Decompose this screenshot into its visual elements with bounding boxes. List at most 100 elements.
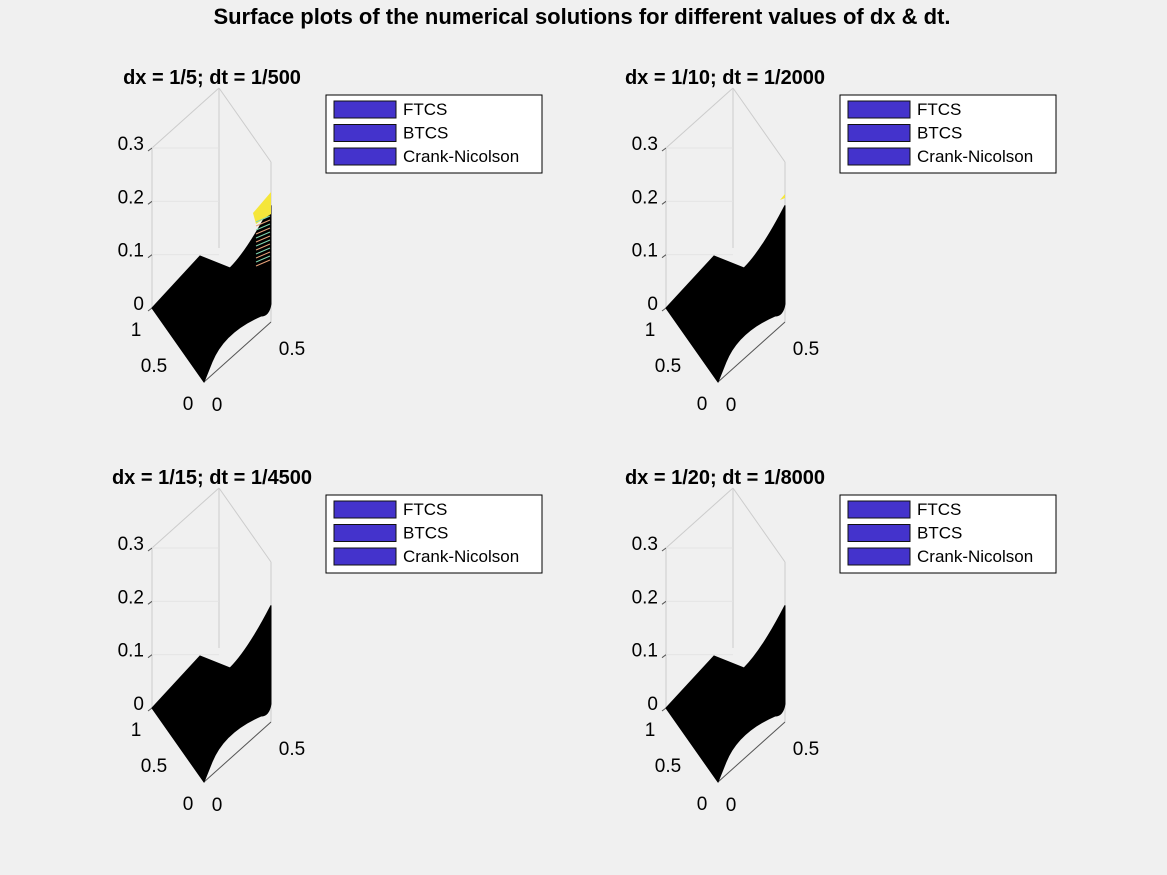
z-tick-label: 0.3 bbox=[632, 534, 658, 555]
z-tick-mark bbox=[661, 654, 667, 659]
surface-contour-line bbox=[255, 223, 271, 231]
legend-entry: FTCS bbox=[917, 500, 961, 519]
x-tick-label: 0.5 bbox=[279, 739, 305, 760]
legend-swatch bbox=[847, 547, 911, 566]
surface-highlight bbox=[780, 194, 785, 200]
solution-surface bbox=[151, 205, 272, 384]
top-edge bbox=[732, 87, 786, 163]
y-tick-label: 0 bbox=[183, 794, 194, 815]
legend-entry: FTCS bbox=[403, 500, 447, 519]
legend-swatch bbox=[333, 124, 397, 142]
legend: FTCS BTCS Crank-Nicolson bbox=[325, 94, 543, 174]
z-tick-label: 0 bbox=[647, 694, 658, 715]
legend-swatch bbox=[333, 147, 397, 166]
surface-contour-line bbox=[255, 239, 271, 247]
legend-entry: FTCS bbox=[403, 100, 447, 119]
legend-swatch bbox=[847, 500, 911, 519]
legend-entry: BTCS bbox=[917, 524, 962, 543]
y-tick-label: 1 bbox=[131, 720, 142, 741]
legend-entry: Crank-Nicolson bbox=[917, 547, 1033, 566]
z-tick-mark bbox=[661, 200, 667, 205]
legend: FTCS BTCS Crank-Nicolson bbox=[839, 494, 1057, 574]
legend-swatch bbox=[847, 147, 911, 166]
z-tick-label: 0.3 bbox=[632, 134, 658, 155]
y-tick-label: 0 bbox=[183, 394, 194, 415]
x-tick-label: 0 bbox=[212, 395, 223, 416]
top-edge bbox=[218, 87, 272, 163]
z-tick-label: 0.1 bbox=[632, 641, 658, 662]
z-tick-mark bbox=[661, 254, 667, 259]
legend-swatch bbox=[333, 100, 397, 119]
y-tick-label: 1 bbox=[645, 720, 656, 741]
top-edge bbox=[732, 487, 786, 563]
top-edge bbox=[151, 487, 220, 549]
z-tick-label: 0 bbox=[647, 294, 658, 315]
surface-contour-line bbox=[255, 247, 271, 255]
y-tick-label: 0 bbox=[697, 794, 708, 815]
y-tick-label: 0.5 bbox=[655, 356, 681, 377]
legend-swatch bbox=[847, 524, 911, 542]
surface-contour-line bbox=[255, 255, 271, 263]
legend-swatch bbox=[333, 524, 397, 542]
y-tick-label: 0.5 bbox=[141, 756, 167, 777]
legend-entry: BTCS bbox=[917, 124, 962, 143]
y-tick-label: 0.5 bbox=[141, 356, 167, 377]
solution-surface bbox=[665, 205, 786, 384]
z-tick-mark bbox=[147, 654, 153, 659]
x-tick-label: 0.5 bbox=[793, 739, 819, 760]
z-tick-mark bbox=[661, 307, 667, 312]
legend-entry: Crank-Nicolson bbox=[403, 547, 519, 566]
x-tick-label: 0 bbox=[726, 795, 737, 816]
surface-contour-line bbox=[255, 215, 271, 223]
legend-swatch bbox=[333, 547, 397, 566]
z-tick-label: 0.2 bbox=[632, 587, 658, 608]
surface-contour-line bbox=[255, 259, 271, 267]
z-tick-label: 0 bbox=[133, 694, 144, 715]
z-tick-label: 0.2 bbox=[118, 187, 144, 208]
surface-highlight bbox=[253, 192, 271, 224]
z-tick-mark bbox=[147, 254, 153, 259]
top-edge bbox=[665, 87, 734, 149]
z-tick-label: 0.2 bbox=[632, 187, 658, 208]
x-tick-label: 0.5 bbox=[793, 339, 819, 360]
panel-title: dx = 1/15; dt = 1/4500 bbox=[112, 467, 312, 489]
top-edge bbox=[218, 487, 272, 563]
z-tick-mark bbox=[147, 147, 153, 152]
z-tick-label: 0.1 bbox=[632, 241, 658, 262]
top-edge bbox=[151, 87, 220, 149]
y-tick-label: 0.5 bbox=[655, 756, 681, 777]
panel-title: dx = 1/20; dt = 1/8000 bbox=[625, 467, 825, 489]
x-axis-line bbox=[717, 321, 786, 383]
legend-entry: Crank-Nicolson bbox=[917, 147, 1033, 166]
z-tick-label: 0.1 bbox=[118, 241, 144, 262]
legend: FTCS BTCS Crank-Nicolson bbox=[839, 94, 1057, 174]
z-tick-label: 0.3 bbox=[118, 534, 144, 555]
z-tick-label: 0.1 bbox=[118, 641, 144, 662]
y-tick-label: 1 bbox=[131, 320, 142, 341]
z-tick-label: 0 bbox=[133, 294, 144, 315]
z-tick-mark bbox=[661, 147, 667, 152]
solution-surface bbox=[151, 605, 272, 784]
z-tick-mark bbox=[147, 547, 153, 552]
solution-surface bbox=[665, 605, 786, 784]
z-tick-mark bbox=[147, 707, 153, 712]
x-tick-label: 0 bbox=[726, 395, 737, 416]
z-tick-label: 0.2 bbox=[118, 587, 144, 608]
legend-entry: Crank-Nicolson bbox=[403, 147, 519, 166]
surface-contour-line bbox=[255, 231, 271, 239]
surface-contour-line bbox=[255, 251, 271, 259]
top-edge bbox=[665, 487, 734, 549]
surface-contour-line bbox=[255, 219, 271, 227]
surface-contour-line bbox=[255, 227, 271, 235]
surface-contour-line bbox=[255, 235, 271, 243]
y-tick-label: 1 bbox=[645, 320, 656, 341]
x-tick-label: 0.5 bbox=[279, 339, 305, 360]
x-tick-label: 0 bbox=[212, 795, 223, 816]
x-axis-line bbox=[203, 721, 272, 783]
surface-contour-line bbox=[255, 243, 271, 251]
z-tick-mark bbox=[147, 200, 153, 205]
z-tick-mark bbox=[661, 547, 667, 552]
